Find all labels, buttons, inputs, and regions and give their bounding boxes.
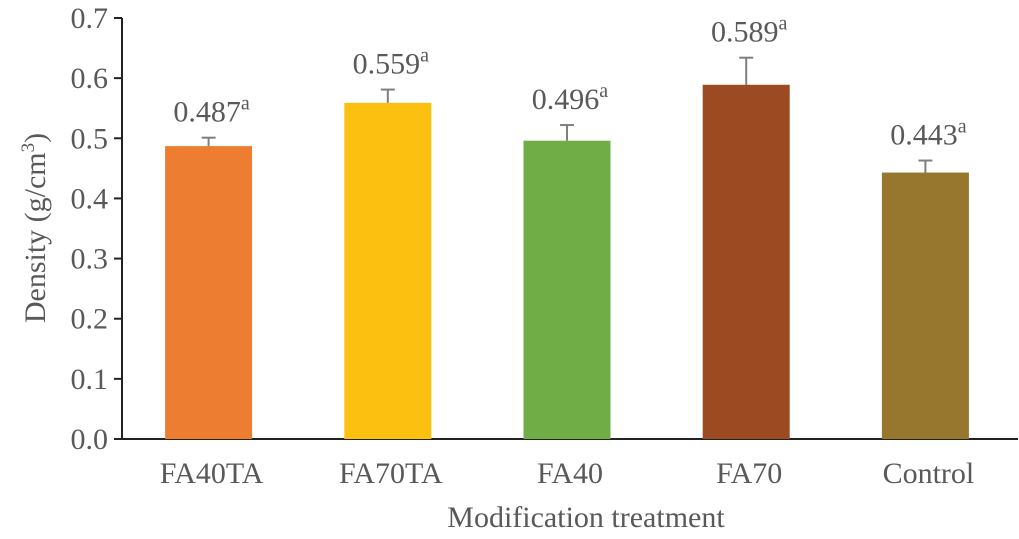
- y-tick-label: 0.1: [71, 363, 109, 396]
- x-axis-title: Modification treatment: [447, 501, 725, 534]
- y-tick-label: 0.6: [71, 62, 109, 95]
- data-label: 0.559a: [353, 45, 430, 81]
- data-label: 0.443a: [890, 116, 967, 152]
- x-tick-label: FA40TA: [160, 457, 264, 490]
- y-tick-label: 0.0: [71, 423, 109, 456]
- data-label: 0.589a: [711, 13, 788, 49]
- y-axis-title: Density (g/cm3): [18, 133, 52, 323]
- x-tick-label: FA70TA: [339, 457, 443, 490]
- bar-fa40: [523, 140, 611, 440]
- bar-fa70ta: [344, 102, 432, 440]
- data-label: 0.496a: [532, 80, 609, 116]
- y-tick-label: 0.5: [71, 122, 109, 155]
- data-label: 0.487a: [173, 93, 250, 129]
- x-tick-label: FA70: [716, 457, 782, 490]
- bar-control: [881, 172, 969, 439]
- y-tick-label: 0.2: [71, 303, 109, 336]
- y-tick-label: 0.7: [71, 2, 109, 35]
- x-tick-label: FA40: [537, 457, 603, 490]
- y-tick-label: 0.4: [71, 182, 109, 215]
- x-tick-label: Control: [883, 457, 975, 490]
- bars: 0.487a FA40TA 0.559a FA70TA 0.496a FA40 0.589a…: [160, 13, 974, 490]
- bar-fa40ta: [165, 146, 253, 439]
- bar-fa70: [702, 84, 790, 439]
- y-tick-label: 0.3: [71, 243, 109, 276]
- y-axis: 0.0 0.1 0.2 0.3 0.4 0.5 0.6 0.7: [71, 2, 1018, 456]
